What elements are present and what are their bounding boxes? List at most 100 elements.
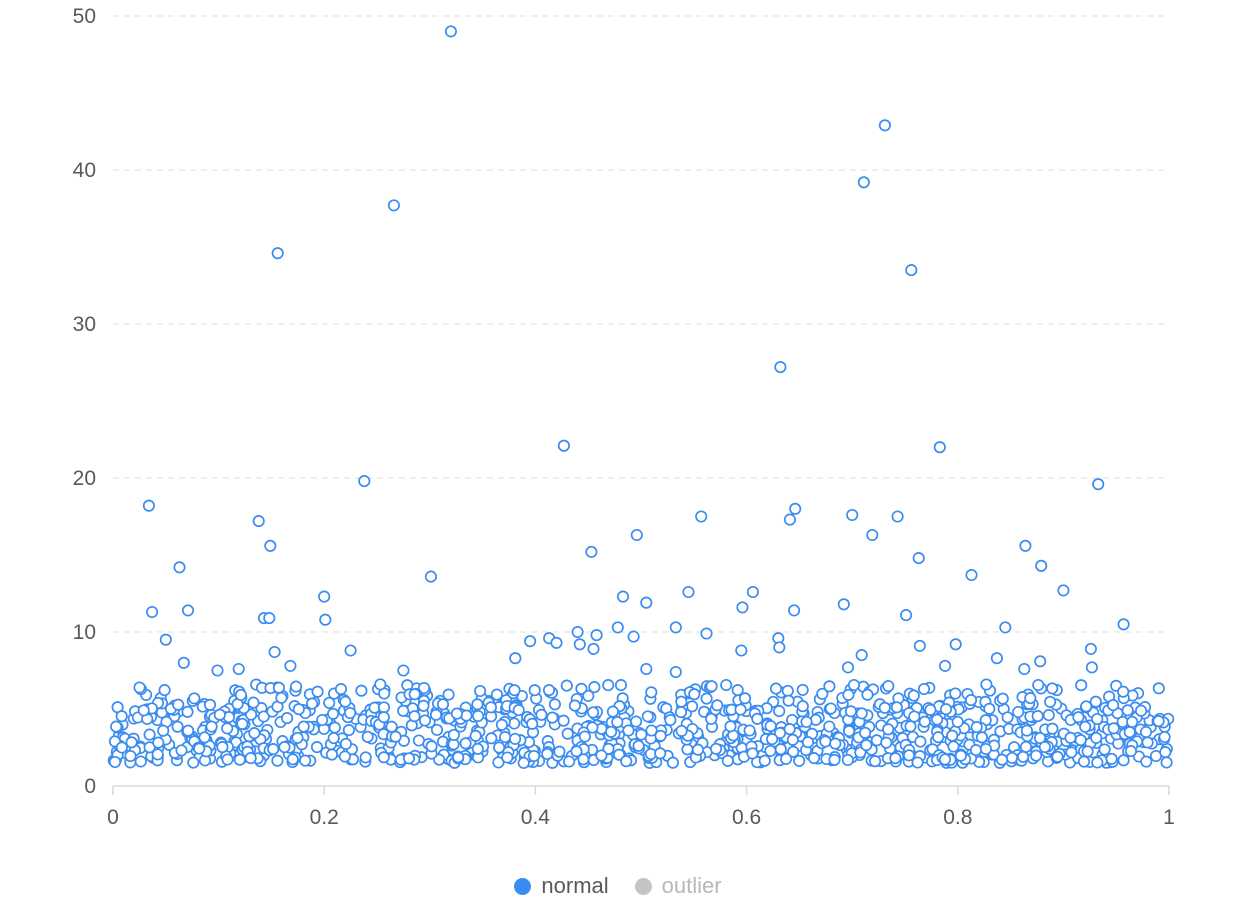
scatter-point xyxy=(205,720,218,733)
scatter-point xyxy=(724,720,737,733)
scatter-point xyxy=(954,749,967,762)
scatter-point xyxy=(938,753,952,766)
scatter-point xyxy=(417,681,431,695)
scatter-point xyxy=(640,662,653,676)
scatter-point xyxy=(705,680,718,693)
scatter-point xyxy=(705,712,718,725)
scatter-point xyxy=(746,747,759,760)
scatter-point xyxy=(866,528,879,542)
scatter-point xyxy=(905,264,918,277)
scatter-point xyxy=(447,728,460,741)
scatter-point xyxy=(271,754,284,767)
scatter-point xyxy=(878,701,891,714)
scatter-point xyxy=(816,687,829,700)
scatter-point xyxy=(837,598,850,611)
scatter-point xyxy=(669,665,682,679)
scatter-point xyxy=(902,749,916,762)
scatter-point xyxy=(939,703,953,716)
scatter-point xyxy=(1140,755,1153,768)
scatter-point xyxy=(632,739,645,752)
scatter-point xyxy=(882,723,895,736)
scatter-point xyxy=(734,703,747,716)
scatter-point xyxy=(843,725,856,738)
scatter-point xyxy=(900,609,913,622)
scatter-point xyxy=(125,736,138,749)
scatter-point xyxy=(115,741,128,754)
scatter-point xyxy=(198,731,211,744)
scatter-point xyxy=(173,561,186,574)
scatter-point xyxy=(284,659,297,672)
scatter-point xyxy=(780,752,793,765)
scatter-point xyxy=(1158,730,1171,744)
scatter-point xyxy=(318,590,331,603)
scatter-point xyxy=(913,639,926,652)
x-tick-label: 0 xyxy=(107,806,119,829)
scatter-point xyxy=(177,656,190,669)
scatter-point xyxy=(787,745,800,758)
scatter-point xyxy=(907,689,920,702)
scatter-point xyxy=(880,736,893,749)
scatter-point xyxy=(1123,726,1136,739)
legend-item-outlier[interactable]: outlier xyxy=(634,873,722,899)
scatter-point xyxy=(181,604,195,617)
scatter-point xyxy=(546,711,559,724)
scatter-point xyxy=(710,742,723,755)
scatter-point xyxy=(844,705,857,718)
x-tick-label: 0.2 xyxy=(310,806,339,829)
scatter-point xyxy=(640,596,653,609)
tick-labels: 0 10 20 30 40 50 0 0.2 0.4 0.6 0.8 1 xyxy=(73,5,1175,829)
legend-item-normal[interactable]: normal xyxy=(514,873,609,899)
scatter-point xyxy=(570,745,583,758)
scatter-point xyxy=(1139,725,1153,739)
scatter-point xyxy=(764,720,777,733)
scatter-point xyxy=(782,694,795,707)
scatter-point xyxy=(700,692,713,705)
scatter-point xyxy=(389,730,402,743)
scatter-point xyxy=(1117,685,1130,698)
scatter-point xyxy=(578,730,591,743)
scatter-point xyxy=(1038,740,1051,754)
scatter-point xyxy=(686,700,699,713)
scatter-point xyxy=(1124,745,1137,758)
scatter-point xyxy=(965,568,978,582)
scatter-point xyxy=(344,644,357,657)
scatter-point xyxy=(557,714,570,727)
scatter-point xyxy=(275,691,288,704)
scatter-point xyxy=(700,627,713,640)
scatter-point xyxy=(735,644,748,657)
scatter-point xyxy=(783,513,796,526)
scatter-point xyxy=(338,750,351,763)
scatter-point xyxy=(402,752,416,765)
scatter-point xyxy=(142,499,155,512)
scatter-point xyxy=(606,705,619,718)
scatter-point xyxy=(861,688,874,701)
scatter-point xyxy=(996,692,1009,705)
scatter-point xyxy=(512,704,525,717)
scatter-point xyxy=(585,545,598,558)
scatter-point xyxy=(627,630,640,643)
scatter-point xyxy=(472,709,485,723)
scatter-point xyxy=(1080,700,1093,713)
scatter-point xyxy=(869,755,882,768)
scatter-point xyxy=(738,692,752,705)
scatter-point xyxy=(819,735,832,748)
scatter-point xyxy=(158,684,171,697)
scatter-point xyxy=(616,590,630,603)
scatter-point xyxy=(855,707,868,720)
scatter-point xyxy=(316,713,329,727)
scatter-point xyxy=(527,749,541,763)
scatter-point xyxy=(424,570,437,583)
scatter-point xyxy=(1074,734,1087,747)
scatter-point xyxy=(983,702,996,715)
scatter-point xyxy=(146,605,159,619)
scatter-point xyxy=(841,661,855,674)
scatter-point xyxy=(493,741,506,754)
scatter-point xyxy=(575,682,588,695)
scatter-point xyxy=(524,635,537,648)
scatter-point xyxy=(359,751,372,764)
scatter-point xyxy=(786,733,799,746)
scatter-point xyxy=(327,707,340,720)
scatter-point xyxy=(914,735,927,748)
scatter-point xyxy=(630,528,643,542)
